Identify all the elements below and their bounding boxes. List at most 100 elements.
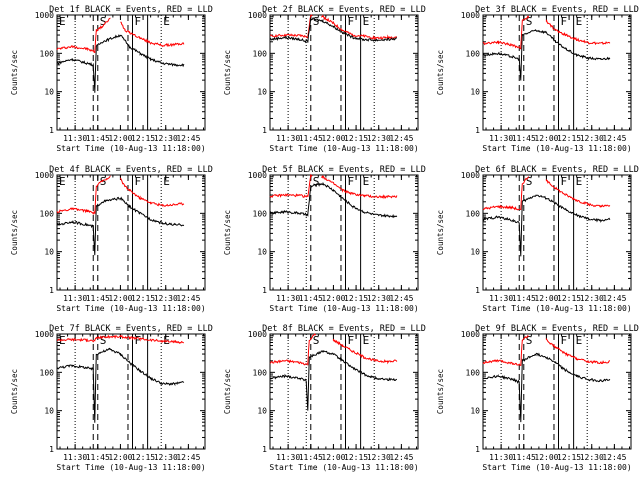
panel-title: Det 5f BLACK = Events, RED = LLD — [262, 165, 426, 175]
panel-title: Det 7f BLACK = Events, RED = LLD — [49, 324, 213, 334]
y-tick-label: 100 — [253, 49, 268, 58]
y-tick-label: 10 — [470, 407, 480, 416]
y-tick-label: 1000 — [248, 330, 267, 339]
marker-label: F — [561, 334, 568, 347]
y-tick-label: 1000 — [461, 330, 480, 339]
panel-title: Det 8f BLACK = Events, RED = LLD — [262, 324, 426, 334]
plot-frame — [269, 333, 419, 450]
panel-title: Det 9f BLACK = Events, RED = LLD — [475, 324, 639, 334]
plot-frame — [269, 14, 419, 131]
detector-panel-6: Det 6f BLACK = Events, RED = LLD 1 10 100 10… — [436, 165, 639, 313]
series-lld — [482, 175, 611, 211]
panel-title: Det 4f BLACK = Events, RED = LLD — [49, 165, 213, 175]
x-tick-label: 12:45 — [176, 294, 200, 303]
x-tick-label: 12:30 — [154, 134, 178, 143]
marker-label: F — [135, 15, 142, 28]
x-axis-label: Start Time (10-Aug-13 11:18:00) — [269, 144, 418, 153]
detector-panel-8: Det 8f BLACK = Events, RED = LLD 1 10 100 10… — [223, 324, 426, 472]
y-axis-label: Counts/sec — [223, 50, 232, 95]
marker-label: E — [576, 175, 583, 188]
y-tick-label: 100 — [253, 209, 268, 218]
x-tick-label: 12:00 — [321, 294, 345, 303]
detector-panel-5: Det 5f BLACK = Events, RED = LLD 1 10 100 10… — [223, 165, 426, 313]
y-tick-label: 100 — [40, 209, 55, 218]
y-tick-label: 100 — [466, 368, 481, 377]
y-tick-label: 100 — [40, 49, 55, 58]
panel-title: Det 3f BLACK = Events, RED = LLD — [475, 5, 639, 15]
marker-label: E — [576, 15, 583, 28]
detector-panel-3: Det 3f BLACK = Events, RED = LLD 1 10 100 10… — [436, 5, 639, 153]
x-tick-label: 11:45 — [299, 453, 323, 462]
plot-frame — [482, 14, 632, 131]
x-tick-label: 12:30 — [154, 453, 178, 462]
marker-label: E — [163, 15, 170, 28]
panel-title: Det 6f BLACK = Events, RED = LLD — [475, 165, 639, 175]
marker-label: E — [163, 334, 170, 347]
x-tick-label: 12:45 — [602, 134, 626, 143]
y-axis-label: Counts/sec — [436, 50, 445, 95]
marker-label: F — [135, 334, 142, 347]
detector-panel-9: Det 9f BLACK = Events, RED = LLD 1 10 100 10… — [436, 324, 639, 472]
y-tick-label: 1000 — [461, 171, 480, 180]
marker-label: E — [363, 15, 370, 28]
y-tick-label: 1 — [49, 286, 54, 295]
y-tick-label: 1000 — [248, 11, 267, 20]
x-tick-label: 12:15 — [344, 453, 368, 462]
y-axis-label: Counts/sec — [10, 210, 19, 255]
x-tick-label: 12:15 — [131, 453, 155, 462]
marker-label: S — [100, 175, 107, 188]
marker-label: S — [313, 334, 320, 347]
detector-panel-2: Det 2f BLACK = Events, RED = LLD 1 10 100 10… — [223, 5, 426, 153]
x-tick-label: 12:15 — [344, 134, 368, 143]
x-tick-label: 12:00 — [534, 134, 558, 143]
x-tick-label: 11:30 — [276, 294, 300, 303]
x-tick-label: 12:45 — [602, 294, 626, 303]
x-tick-label: 12:45 — [389, 134, 413, 143]
marker-label: S — [100, 334, 107, 347]
y-tick-label: 10 — [257, 248, 267, 257]
y-axis-label: Counts/sec — [223, 210, 232, 255]
y-tick-label: 100 — [40, 368, 55, 377]
marker-label: S — [526, 175, 533, 188]
marker-label: S — [313, 15, 320, 28]
series-lld — [269, 333, 398, 366]
x-tick-label: 11:45 — [512, 134, 536, 143]
x-tick-label: 11:45 — [299, 294, 323, 303]
series-events — [56, 34, 185, 93]
x-axis-label: Start Time (10-Aug-13 11:18:00) — [269, 463, 418, 472]
y-tick-label: 10 — [257, 407, 267, 416]
x-tick-label: 12:15 — [131, 294, 155, 303]
x-tick-label: 11:30 — [63, 134, 87, 143]
x-tick-label: 11:30 — [276, 134, 300, 143]
y-tick-label: 1 — [475, 286, 480, 295]
x-axis-label: Start Time (10-Aug-13 11:18:00) — [56, 144, 205, 153]
x-tick-label: 12:45 — [176, 134, 200, 143]
x-axis-label: Start Time (10-Aug-13 11:18:00) — [56, 463, 205, 472]
x-tick-label: 11:30 — [63, 294, 87, 303]
y-tick-label: 1000 — [35, 330, 54, 339]
y-tick-label: 10 — [470, 248, 480, 257]
series-lld — [56, 175, 185, 216]
x-tick-label: 12:00 — [108, 134, 132, 143]
x-tick-label: 12:00 — [321, 134, 345, 143]
marker-label: F — [561, 15, 568, 28]
series-events — [482, 194, 611, 257]
x-tick-label: 12:30 — [580, 453, 604, 462]
y-tick-label: 1 — [49, 445, 54, 454]
marker-label: S — [526, 15, 533, 28]
y-tick-label: 1000 — [248, 171, 267, 180]
x-tick-label: 12:15 — [557, 294, 581, 303]
x-tick-label: 11:30 — [276, 453, 300, 462]
series-events — [56, 196, 185, 256]
marker-label: E — [163, 175, 170, 188]
x-tick-label: 12:15 — [131, 134, 155, 143]
plot-frame — [56, 333, 206, 450]
y-tick-label: 10 — [470, 88, 480, 97]
detector-panel-4: Det 4f BLACK = Events, RED = LLD 1 10 100 10… — [10, 165, 213, 313]
y-tick-label: 10 — [257, 88, 267, 97]
x-tick-label: 12:45 — [602, 453, 626, 462]
y-axis-label: Counts/sec — [10, 50, 19, 95]
marker-label: F — [348, 15, 355, 28]
series-events — [269, 17, 398, 44]
x-tick-label: 12:15 — [557, 453, 581, 462]
